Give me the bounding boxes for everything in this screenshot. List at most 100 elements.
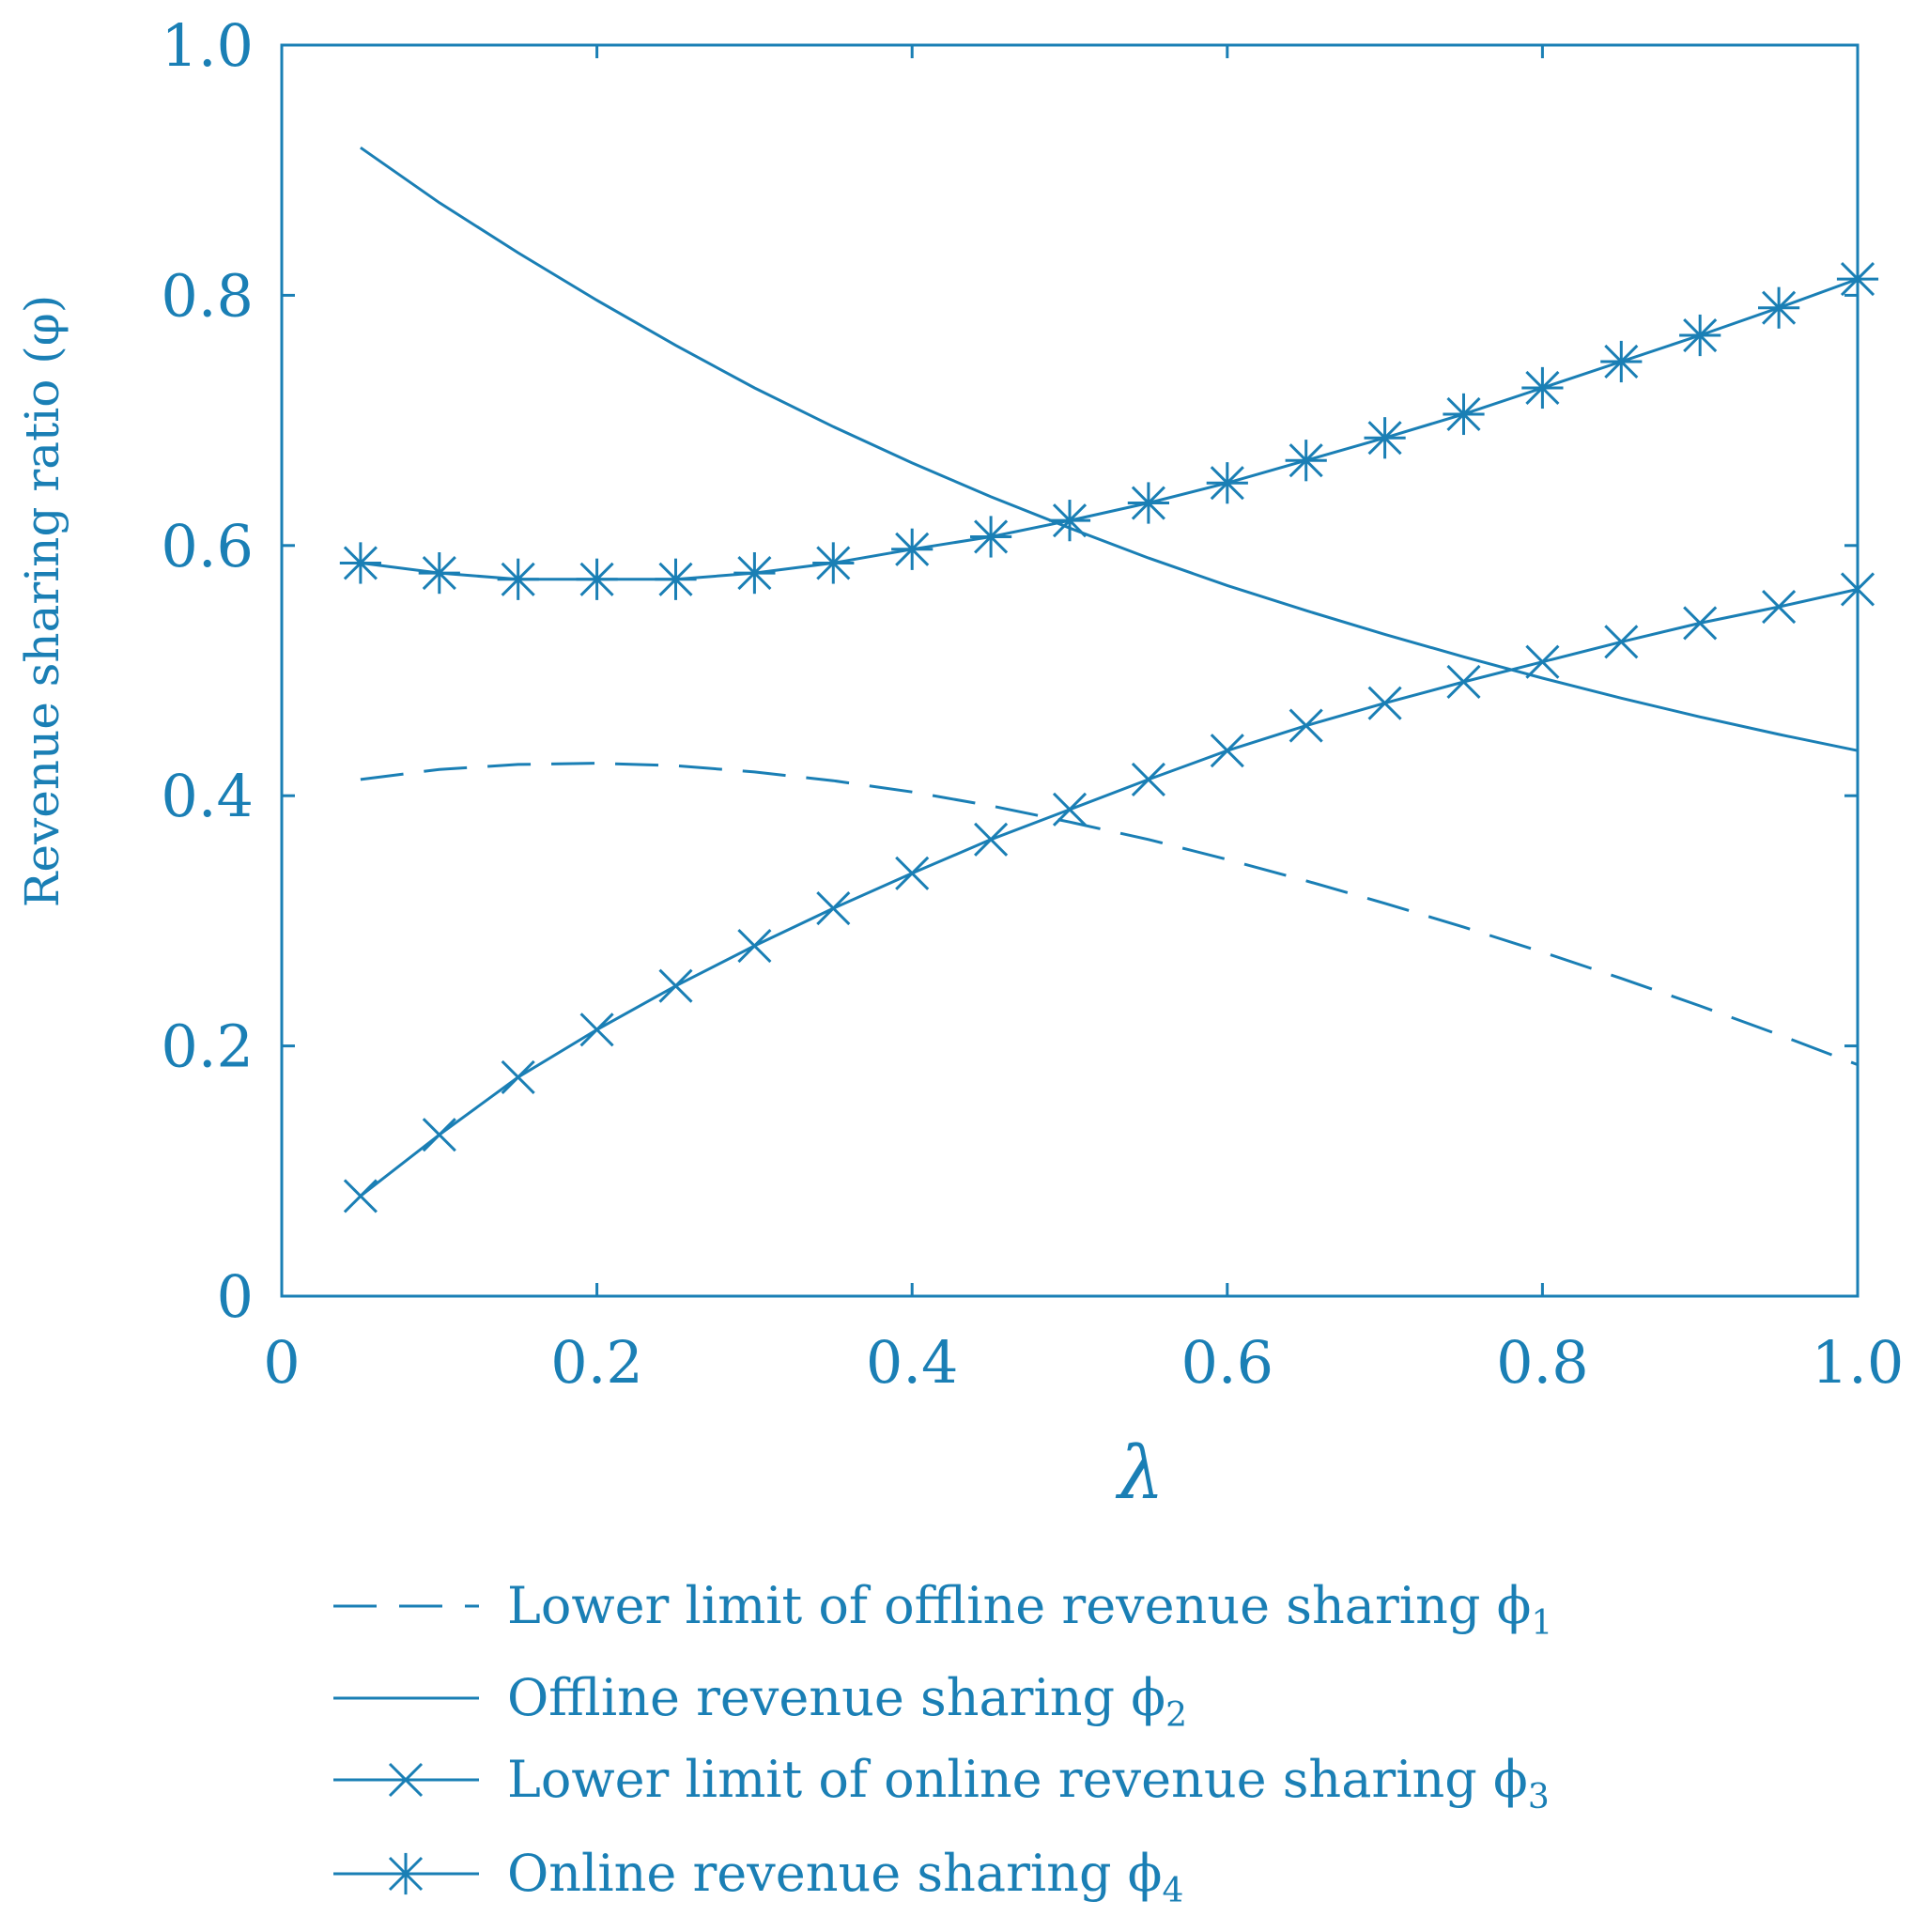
legend: Lower limit of offline revenue sharing ϕ… bbox=[333, 1576, 1552, 1910]
marker-stroke bbox=[1367, 686, 1402, 720]
x-tick-label: 0.2 bbox=[550, 1328, 643, 1397]
data-point-3-19 bbox=[1762, 590, 1797, 625]
data-point-3-3 bbox=[501, 1059, 535, 1094]
data-point-4-16 bbox=[1521, 366, 1564, 410]
legend-item-3: Lower limit of online revenue sharing ϕ3 bbox=[333, 1750, 1550, 1816]
data-point-3-10 bbox=[1052, 792, 1088, 827]
marker-stroke bbox=[1210, 734, 1244, 768]
plot-frame bbox=[280, 43, 1860, 1298]
marker-stroke bbox=[1052, 792, 1088, 827]
data-point-3-11 bbox=[1131, 762, 1165, 796]
legend-label-subscript: 3 bbox=[1528, 1778, 1550, 1816]
data-point-4-13 bbox=[1285, 440, 1327, 482]
x-tick-label: 1.0 bbox=[1812, 1328, 1905, 1397]
marker-stroke bbox=[895, 856, 930, 890]
marker-stroke bbox=[1762, 590, 1797, 625]
data-point-4-10 bbox=[1048, 500, 1091, 542]
y-tick-label: 0.8 bbox=[161, 261, 254, 330]
y-tick-label: 1.0 bbox=[161, 11, 254, 80]
data-point-4-8 bbox=[891, 528, 934, 570]
data-point-4-7 bbox=[812, 542, 855, 584]
data-point-3-14 bbox=[1367, 686, 1402, 720]
series-line-4 bbox=[360, 277, 1859, 581]
data-point-4-1 bbox=[339, 542, 381, 584]
data-point-3-1 bbox=[343, 1179, 378, 1213]
data-point-4-18 bbox=[1679, 314, 1721, 357]
legend-item-1: Lower limit of offline revenue sharing ϕ… bbox=[333, 1576, 1552, 1643]
legend-label-text: Lower limit of online revenue sharing ϕ bbox=[507, 1750, 1528, 1809]
data-point-3-5 bbox=[658, 968, 693, 1003]
marker-stroke bbox=[501, 1059, 535, 1094]
data-point-3-16 bbox=[1525, 644, 1560, 679]
marker-stroke bbox=[737, 928, 772, 964]
legend-swatch-marker bbox=[384, 1852, 427, 1895]
y-tick-label: 0.6 bbox=[161, 512, 254, 580]
data-point-3-8 bbox=[895, 856, 930, 890]
legend-label-subscript: 4 bbox=[1163, 1872, 1184, 1910]
data-point-4-20 bbox=[1836, 257, 1879, 301]
plot-border bbox=[280, 43, 1860, 1298]
series-line-3 bbox=[359, 587, 1859, 1198]
legend-label-text: Lower limit of offline revenue sharing ϕ bbox=[507, 1576, 1531, 1635]
marker-stroke bbox=[422, 1118, 456, 1152]
data-point-4-14 bbox=[1364, 417, 1406, 459]
data-point-4-12 bbox=[1206, 462, 1248, 504]
data-point-3-17 bbox=[1604, 625, 1639, 659]
data-point-4-4 bbox=[576, 558, 618, 600]
x-tick-label: 0.6 bbox=[1181, 1328, 1273, 1397]
series-line-2 bbox=[360, 146, 1859, 752]
data-point-4-15 bbox=[1443, 393, 1485, 436]
legend-label-text: Offline revenue sharing ϕ bbox=[507, 1668, 1165, 1727]
x-tick-label: 0 bbox=[263, 1328, 300, 1397]
data-point-4-9 bbox=[970, 516, 1012, 558]
legend-label-text: Online revenue sharing ϕ bbox=[507, 1844, 1163, 1903]
y-axis-title: Revenue sharing ratio (φ) bbox=[15, 295, 69, 907]
series-4 bbox=[339, 257, 1879, 600]
marker-stroke bbox=[974, 822, 1009, 857]
data-point-3-15 bbox=[1446, 664, 1481, 700]
data-point-4-2 bbox=[418, 552, 460, 595]
marker-stroke bbox=[1446, 664, 1481, 700]
marker-stroke bbox=[1604, 625, 1639, 659]
data-point-3-9 bbox=[974, 822, 1009, 857]
x-axis-title: λ bbox=[1115, 1431, 1164, 1516]
x-tick-label: 0.4 bbox=[866, 1328, 959, 1397]
data-point-3-6 bbox=[737, 928, 772, 964]
marker-stroke bbox=[1289, 708, 1323, 743]
marker-stroke bbox=[816, 891, 851, 926]
marker-stroke bbox=[343, 1179, 378, 1213]
data-point-3-13 bbox=[1289, 708, 1323, 743]
legend-label: Lower limit of online revenue sharing ϕ3 bbox=[507, 1750, 1550, 1816]
y-tick-label: 0.2 bbox=[161, 1012, 254, 1081]
legend-label-subscript: 1 bbox=[1531, 1604, 1552, 1643]
marker-stroke bbox=[1683, 606, 1718, 641]
data-point-4-6 bbox=[733, 552, 776, 595]
data-point-4-11 bbox=[1127, 482, 1169, 524]
data-point-4-3 bbox=[497, 558, 539, 600]
legend-label: Online revenue sharing ϕ4 bbox=[507, 1844, 1183, 1910]
marker-stroke bbox=[1525, 644, 1560, 679]
y-tick-label: 0.4 bbox=[161, 762, 254, 830]
legend-label-subscript: 2 bbox=[1165, 1696, 1187, 1735]
series-2 bbox=[360, 146, 1859, 752]
legend-item-4: Online revenue sharing ϕ4 bbox=[333, 1844, 1183, 1910]
data-point-3-18 bbox=[1683, 606, 1718, 641]
marker-stroke bbox=[658, 968, 693, 1003]
data-point-3-7 bbox=[816, 891, 851, 926]
data-point-3-12 bbox=[1210, 734, 1244, 768]
legend-label: Offline revenue sharing ϕ2 bbox=[507, 1668, 1187, 1735]
data-point-4-19 bbox=[1758, 286, 1800, 329]
legend-label: Lower limit of offline revenue sharing ϕ… bbox=[507, 1576, 1552, 1643]
marker-stroke bbox=[1131, 762, 1165, 796]
data-point-3-4 bbox=[579, 1012, 614, 1047]
axis-ticks: 0 0.2 0.4 0.6 0.8 1.0 0 0.2 0.4 0.6 0.8 1.0 bbox=[161, 11, 1904, 1397]
y-tick-label: 0 bbox=[217, 1262, 254, 1331]
x-tick-label: 0.8 bbox=[1496, 1328, 1589, 1397]
legend-item-2: Offline revenue sharing ϕ2 bbox=[333, 1668, 1187, 1735]
marker-stroke bbox=[388, 1762, 424, 1798]
data-point-3-2 bbox=[422, 1118, 456, 1152]
data-point-3-20 bbox=[1840, 572, 1875, 607]
data-point-4-5 bbox=[655, 558, 697, 600]
legend-swatch-marker bbox=[388, 1762, 424, 1798]
